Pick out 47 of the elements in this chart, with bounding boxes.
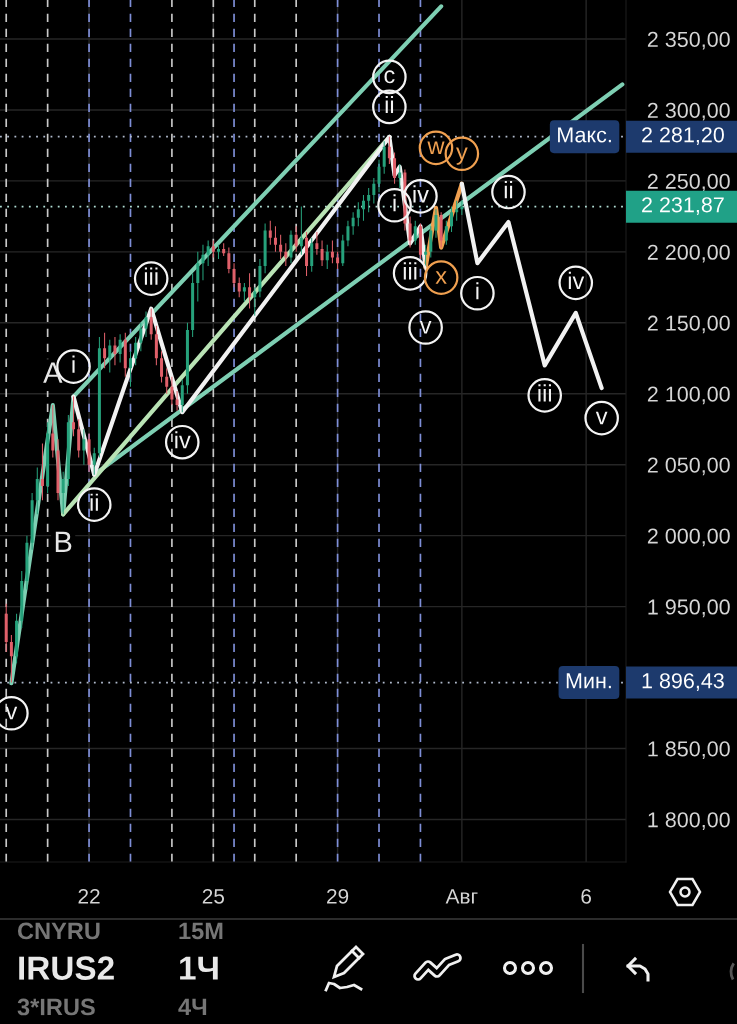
x-tick-label: 22 xyxy=(78,888,100,904)
data-label: i xyxy=(476,282,479,300)
data-label: v xyxy=(5,706,18,720)
data-label: iii xyxy=(403,262,417,280)
y-tick-label: 2 200,00 xyxy=(647,244,730,263)
data-label: c xyxy=(384,70,395,84)
y-tick-label: 1 950,00 xyxy=(648,599,730,618)
data-label: y xyxy=(456,147,468,165)
data-label: iii xyxy=(144,267,158,285)
data-label: iv xyxy=(175,431,191,449)
data-label: ii xyxy=(385,95,394,114)
text: 4Ч xyxy=(178,998,207,1016)
y-tick-label: 2 350,00 xyxy=(647,31,730,50)
y-tick-label: 2 150,00 xyxy=(647,315,730,334)
data-label: ii xyxy=(504,181,513,199)
annotation: Макс. xyxy=(558,127,611,143)
y-tick-label: 2 050,00 xyxy=(647,457,730,476)
ref-line-label: 1 896,43 xyxy=(642,673,724,691)
y-tick-label: 1 800,00 xyxy=(648,812,730,830)
data-label: iii xyxy=(538,384,551,402)
y-tick-label: 2 300,00 xyxy=(647,102,730,121)
text: IRUS2 xyxy=(19,956,114,980)
y-tick-label: 2 100,00 xyxy=(647,386,730,405)
data-label: B xyxy=(55,531,72,552)
text: CNYRU xyxy=(17,922,100,940)
data-label: v xyxy=(419,321,432,334)
x-tick-label: 29 xyxy=(327,888,349,904)
x-tick-label: Авг xyxy=(445,889,478,904)
data-label: v xyxy=(595,411,608,425)
data-label: iv xyxy=(568,271,585,289)
data-label: x xyxy=(435,271,447,284)
text: 1Ч xyxy=(180,956,218,980)
data-label: ii xyxy=(90,493,98,511)
ref-line-label: 2 231,87 xyxy=(642,197,724,215)
data-label: i xyxy=(72,355,75,373)
data-label: i xyxy=(393,194,396,212)
data-label: iv xyxy=(413,185,429,203)
y-tick-label: 2 000,00 xyxy=(647,528,730,547)
ref-line-label: 2 281,20 xyxy=(642,127,724,145)
y-tick-label: 2 250,00 xyxy=(647,173,730,192)
x-tick-label: 6 xyxy=(581,888,592,904)
text: 15М xyxy=(179,922,223,940)
data-label: w xyxy=(427,141,445,154)
text: 3*IRUS xyxy=(17,998,95,1016)
x-tick-label: 25 xyxy=(202,888,225,904)
y-tick-label: 1 850,00 xyxy=(648,741,730,760)
annotation: Мин. xyxy=(566,673,611,689)
